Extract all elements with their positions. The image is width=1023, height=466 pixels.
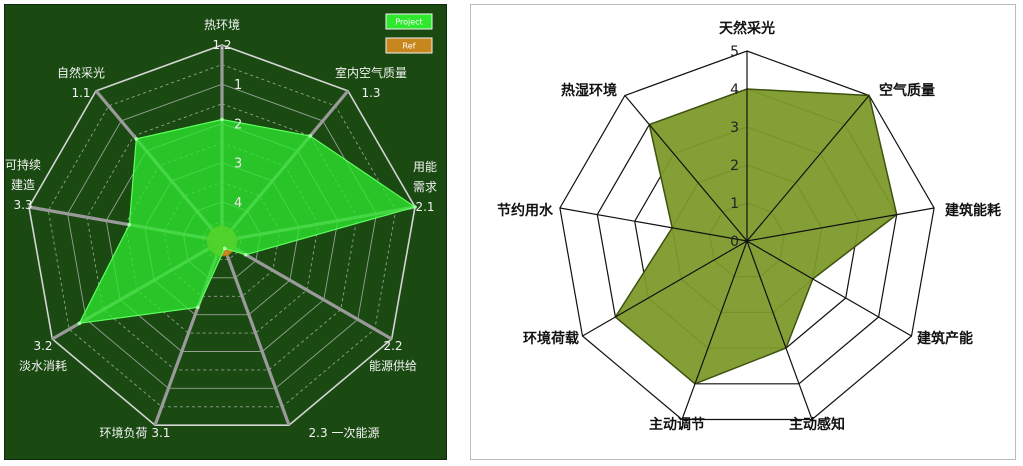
- axis-category-label: 建筑能耗: [945, 202, 1001, 219]
- project-point: [127, 222, 132, 227]
- axis-spoke: [746, 240, 912, 337]
- radial-tick-label: 4: [730, 82, 739, 98]
- grid-outer: [28, 44, 416, 427]
- axis-category-label: 1.3: [361, 86, 380, 100]
- axis-category-label: 淡水消耗: [19, 359, 67, 373]
- grid-ring: [125, 142, 319, 334]
- legend-label-ref: Ref: [403, 42, 416, 51]
- axis-spoke: [746, 207, 935, 242]
- project-point: [77, 321, 82, 326]
- radial-tick-label: 1: [234, 78, 242, 93]
- axis-category-label: 环境荷载: [523, 330, 579, 347]
- legend-label-project: Project: [395, 18, 422, 27]
- axis-category-label: 可持续: [5, 157, 41, 172]
- axis-category-label: 能源供给: [369, 359, 417, 373]
- axis-spoke: [681, 240, 748, 420]
- project-point: [244, 252, 248, 257]
- axis-category-label: 需求: [413, 180, 437, 194]
- axis-category-label: 热湿环境: [561, 82, 617, 99]
- axis-category-label: 1.1: [71, 86, 90, 100]
- left-radar-panel: 1 2 3 4 热环境 1.2 室内空气质量 1.3 用能需求 2.1 2.2 能源供给 2.3 一次…: [4, 4, 447, 460]
- axis-category-label: 3.2: [33, 339, 52, 353]
- radial-tick-label: 0: [730, 234, 739, 250]
- radial-tick-label: 3: [234, 157, 242, 172]
- radial-tick-label: 2: [730, 158, 739, 174]
- axis-category-label: 2.1: [415, 200, 434, 214]
- axis-category-label: 环境负荷 3.1: [100, 425, 171, 440]
- grid-ring: [47, 64, 397, 408]
- axis-category-label: 主动感知: [789, 416, 845, 433]
- radial-tick-label: 4: [234, 196, 242, 211]
- radial-tick-label: 2: [234, 117, 242, 132]
- axis-spoke: [220, 240, 291, 426]
- project-point: [220, 117, 224, 122]
- project-point: [196, 305, 200, 310]
- axis-category-label: 空气质量: [879, 82, 935, 99]
- axis-category-label: 热环境: [204, 17, 240, 32]
- grid-ring: [559, 50, 935, 421]
- axis-spoke: [221, 239, 393, 341]
- project-point: [222, 246, 227, 251]
- radial-tick-label: 5: [730, 44, 739, 60]
- legend-swatch-project: [385, 13, 433, 30]
- series-project-area: [78, 118, 417, 325]
- axis-category-label: 自然采光: [57, 65, 105, 80]
- axis-category-label: 1.2: [212, 38, 231, 52]
- project-point: [308, 134, 313, 138]
- axis-category-label: 2.2: [383, 339, 402, 353]
- axis-category-label: 节约用水: [497, 202, 554, 219]
- axis-category-label: 3.3: [13, 198, 32, 212]
- axis-spoke: [624, 95, 748, 242]
- axis-category-label: 主动调节: [649, 416, 705, 433]
- legend-swatch-ref: [385, 37, 433, 54]
- axis-spoke: [746, 240, 813, 420]
- axis-category-label: 室内空气质量: [335, 65, 407, 80]
- series-area: [614, 88, 898, 385]
- right-radar-panel: 0 1 2 3 4 5 天然采光空气质量建筑能耗建筑产能主动感知 主动调节 环境荷载 节约用水 热…: [470, 4, 1016, 460]
- axis-category-label: 建筑产能: [917, 330, 973, 347]
- axis-category-label: 用能: [413, 160, 437, 174]
- axis-spoke: [746, 95, 870, 242]
- axis-spoke: [559, 207, 748, 242]
- project-point: [134, 137, 139, 141]
- radial-tick-label: 1: [730, 196, 739, 212]
- radial-tick-label: 3: [730, 120, 739, 136]
- axis-category-label: 建造: [11, 178, 35, 192]
- axis-spoke: [582, 240, 748, 337]
- axis-category-label: 2.3 一次能源: [309, 426, 380, 440]
- project-point: [413, 205, 417, 209]
- axis-category-label: 天然采光: [719, 20, 775, 37]
